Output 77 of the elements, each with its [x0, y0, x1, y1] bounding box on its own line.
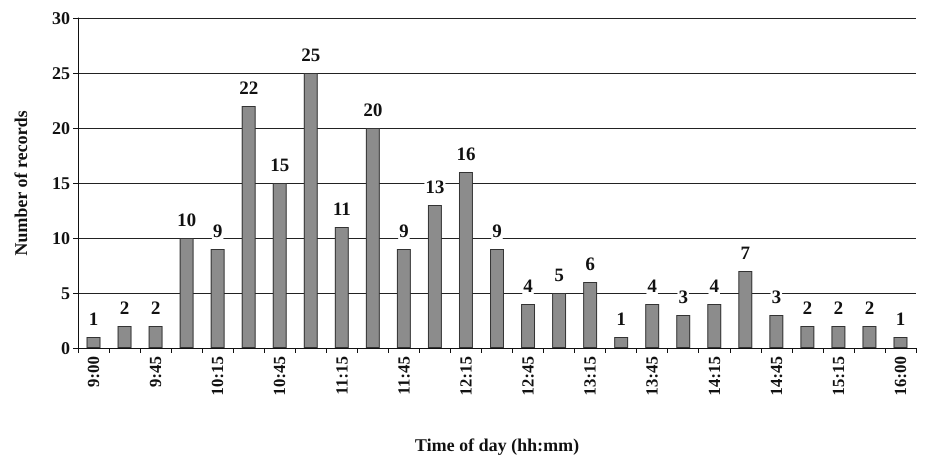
- data-label: 11: [332, 199, 351, 220]
- data-label: 1: [896, 309, 906, 330]
- bar: [272, 183, 287, 348]
- x-tick-label: 14:15: [704, 356, 724, 396]
- data-label: 4: [710, 276, 720, 297]
- bar: [148, 326, 163, 348]
- bar: [458, 172, 473, 348]
- bar: [738, 271, 752, 348]
- bar: [304, 73, 318, 348]
- bar: [242, 106, 256, 348]
- data-label: 1: [88, 309, 98, 330]
- y-tick-label: 5: [61, 283, 70, 303]
- bar: [614, 337, 628, 348]
- bar: [521, 304, 536, 348]
- data-label: 22: [239, 78, 258, 99]
- x-tick-label: 16:00: [890, 356, 910, 396]
- bar: [583, 282, 598, 348]
- data-label: 13: [425, 177, 444, 198]
- data-label: 4: [523, 276, 534, 297]
- data-label: 2: [834, 298, 844, 319]
- bar: [86, 337, 100, 348]
- x-tick-label: 11:15: [332, 356, 352, 395]
- bar: [334, 227, 349, 348]
- bar: [180, 238, 194, 348]
- y-tick-label: 10: [52, 228, 70, 248]
- data-label: 2: [864, 298, 874, 319]
- y-axis-title: Number of records: [11, 110, 31, 256]
- data-label: 2: [150, 298, 160, 319]
- data-label: 2: [802, 298, 812, 319]
- y-tick-label: 25: [52, 63, 70, 83]
- x-tick-label: 9:45: [146, 356, 166, 388]
- bar: [552, 293, 566, 348]
- bar: [428, 205, 442, 348]
- data-label: 3: [678, 287, 688, 308]
- bar: [396, 249, 411, 348]
- y-tick-label: 15: [52, 173, 70, 193]
- y-tick-label: 20: [52, 118, 70, 138]
- x-tick-label: 12:45: [518, 356, 538, 396]
- x-tick-label: 10:45: [270, 356, 290, 396]
- data-label: 1: [616, 309, 626, 330]
- bar: [769, 315, 784, 348]
- x-tick-label: 15:15: [828, 356, 848, 396]
- x-tick-label: 11:45: [394, 356, 414, 395]
- y-tick-label: 0: [61, 338, 70, 358]
- data-label: 16: [456, 144, 476, 165]
- data-label: 2: [120, 298, 130, 319]
- data-label: 9: [492, 221, 502, 242]
- bar: [894, 337, 908, 348]
- bar: [676, 315, 690, 348]
- y-tick-label: 30: [52, 8, 70, 28]
- bar: [490, 249, 504, 348]
- data-label: 6: [585, 254, 595, 275]
- data-label: 25: [301, 45, 320, 66]
- bar: [800, 326, 814, 348]
- x-axis-title: Time of day (hh:mm): [414, 435, 580, 455]
- bar: [862, 326, 876, 348]
- bar: [210, 249, 225, 348]
- bar: [645, 304, 660, 348]
- x-tick-label: 9:00: [84, 356, 104, 388]
- bar: [707, 304, 722, 348]
- x-tick-label: 13:15: [580, 356, 600, 396]
- data-label: 7: [740, 243, 751, 264]
- bar: [366, 128, 380, 348]
- data-label: 10: [177, 210, 196, 231]
- data-label: 9: [212, 221, 222, 242]
- data-label: 9: [399, 221, 409, 242]
- x-tick-label: 13:45: [642, 356, 662, 396]
- data-label: 15: [270, 155, 290, 176]
- data-label: 4: [647, 276, 658, 297]
- data-label: 5: [554, 265, 564, 286]
- bar: [118, 326, 132, 348]
- data-label: 3: [772, 287, 782, 308]
- x-tick-label: 12:15: [456, 356, 476, 396]
- bar: [831, 326, 846, 348]
- x-tick-label: 14:45: [766, 356, 786, 396]
- data-label: 20: [363, 100, 382, 121]
- x-tick-label: 10:15: [208, 356, 228, 396]
